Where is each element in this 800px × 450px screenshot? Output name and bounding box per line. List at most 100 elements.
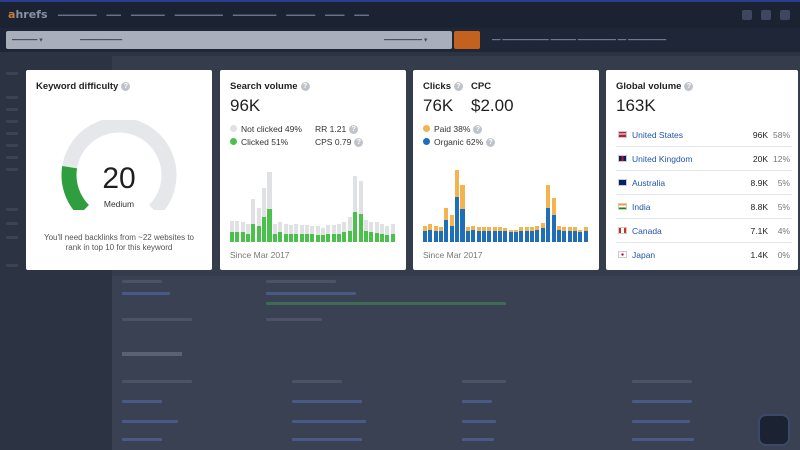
bg-url[interactable] bbox=[266, 302, 506, 305]
country-link[interactable]: Canada bbox=[632, 226, 662, 236]
chart-bar-paid bbox=[433, 225, 438, 232]
help-circle-icon[interactable]: ? bbox=[486, 138, 496, 147]
help-circle-icon[interactable]: ? bbox=[473, 125, 483, 134]
chart-bar-organic bbox=[572, 231, 577, 242]
chart-bar-organic bbox=[492, 231, 497, 242]
chart-bar-not-clicked bbox=[256, 207, 261, 226]
chat-support-button[interactable] bbox=[758, 414, 790, 446]
sidebar-item[interactable] bbox=[6, 222, 18, 225]
chart-bar-organic bbox=[556, 229, 561, 242]
help-circle-icon[interactable]: ? bbox=[454, 82, 463, 91]
country-row-australia: Australia 8.9K 5% bbox=[616, 171, 792, 195]
search-volume-title: Search volume? bbox=[230, 81, 310, 92]
country-volume: 8.8K bbox=[750, 202, 769, 212]
country-link[interactable]: India bbox=[632, 202, 651, 212]
bg-col-header bbox=[122, 380, 192, 383]
country-link[interactable]: United States bbox=[632, 130, 684, 140]
gauge-fill bbox=[61, 166, 90, 210]
sidebar-item[interactable] bbox=[6, 156, 18, 159]
sidebar-item[interactable] bbox=[6, 108, 18, 111]
bg-text bbox=[122, 318, 192, 321]
sidebar-item[interactable] bbox=[6, 208, 18, 211]
chart-bar-paid bbox=[562, 226, 567, 232]
chart-bar-clicked bbox=[374, 232, 379, 242]
search-mode-dropdown[interactable]: ━━━━━━ ▾ bbox=[12, 37, 43, 44]
bg-link[interactable] bbox=[292, 400, 362, 403]
help-circle-icon[interactable]: ? bbox=[121, 82, 131, 91]
bg-link[interactable] bbox=[122, 400, 162, 403]
sidebar-item[interactable] bbox=[6, 168, 18, 171]
sidebar-item[interactable] bbox=[6, 264, 18, 267]
clicks-title: Clicks? bbox=[423, 81, 463, 92]
bg-link[interactable] bbox=[292, 420, 366, 423]
bg-link[interactable] bbox=[462, 420, 496, 423]
chart-bar-not-clicked bbox=[337, 223, 342, 234]
chart-bar-organic bbox=[535, 229, 540, 242]
sidebar-item[interactable] bbox=[6, 144, 18, 147]
nav-item[interactable]: ━━━━━━ bbox=[286, 11, 316, 20]
country-share: 0% bbox=[777, 250, 790, 260]
legend-text: Not clicked 49% bbox=[241, 124, 302, 134]
flag-au-icon bbox=[618, 179, 627, 186]
nav-item[interactable]: ━━━━━━━ bbox=[130, 11, 165, 20]
bg-col-header bbox=[462, 380, 506, 383]
help-circle-icon[interactable]: ? bbox=[300, 82, 310, 91]
chart-bar-not-clicked bbox=[230, 220, 235, 233]
nav-item[interactable]: ━━━ bbox=[106, 11, 121, 20]
related-ideas-heading bbox=[122, 352, 182, 356]
nav-item[interactable]: ━━━━━━━━━ bbox=[232, 11, 277, 20]
help-icon[interactable] bbox=[761, 10, 771, 20]
chart-bar-organic bbox=[578, 232, 583, 242]
flag-in-icon bbox=[618, 203, 627, 210]
chart-bar-clicked bbox=[347, 230, 352, 242]
bg-text bbox=[266, 318, 322, 321]
keyword-search-input[interactable]: ━━━━━━ ▾ ━━━━━━━━━━ ━━━━━━━━━ ▾ bbox=[6, 31, 452, 49]
chart-bar-paid bbox=[465, 226, 470, 232]
sidebar-item[interactable] bbox=[6, 236, 18, 239]
help-circle-icon[interactable]: ? bbox=[354, 138, 364, 147]
keyword-difficulty-card: Keyword difficulty? 20 Medium You'll nee… bbox=[26, 70, 212, 270]
bg-link[interactable] bbox=[292, 438, 362, 441]
country-row-united-kingdom: United Kingdom 20K 12% bbox=[616, 147, 792, 171]
nav-item[interactable]: ━━━━━━━━━━ bbox=[174, 11, 223, 20]
rr-text: RR 1.21 bbox=[315, 124, 347, 134]
nav-item[interactable]: ━━━━ bbox=[325, 11, 345, 20]
bg-link[interactable] bbox=[632, 400, 692, 403]
chart-bar-clicked bbox=[256, 225, 261, 242]
country-link[interactable]: Australia bbox=[632, 178, 666, 188]
help-circle-icon[interactable]: ? bbox=[349, 125, 359, 134]
bg-link[interactable] bbox=[632, 438, 694, 441]
account-icon[interactable] bbox=[780, 10, 790, 20]
nav-item[interactable]: ━━━━━━━━ bbox=[58, 11, 97, 20]
bg-link[interactable] bbox=[122, 292, 170, 295]
search-submit-button[interactable] bbox=[454, 31, 480, 49]
help-circle-icon[interactable]: ? bbox=[684, 82, 694, 91]
sidebar-item[interactable] bbox=[6, 96, 18, 99]
bg-link[interactable] bbox=[122, 420, 178, 423]
country-link[interactable]: Japan bbox=[632, 250, 656, 260]
search-volume-chart bbox=[230, 160, 396, 242]
chart-bar-organic bbox=[540, 228, 545, 242]
chart-bar-organic bbox=[546, 207, 551, 242]
chart-bar-organic bbox=[583, 231, 588, 242]
chart-bar-paid bbox=[481, 226, 486, 232]
bg-link[interactable] bbox=[632, 420, 690, 423]
bg-link[interactable] bbox=[462, 438, 494, 441]
notifications-icon[interactable] bbox=[742, 10, 752, 20]
nav-item[interactable]: ━━━ bbox=[354, 11, 369, 20]
country-dropdown[interactable]: ━━━━━━━━━ ▾ bbox=[384, 37, 428, 44]
sidebar-item[interactable] bbox=[6, 120, 18, 123]
bg-link[interactable] bbox=[122, 438, 162, 441]
bg-link[interactable] bbox=[266, 292, 356, 295]
chart-bar-not-clicked bbox=[294, 223, 299, 234]
clicks-chart bbox=[423, 160, 589, 242]
sidebar-item[interactable] bbox=[6, 72, 18, 75]
top-navigation: ahrefs ━━━━━━━━ ━━━ ━━━━━━━ ━━━━━━━━━━ ━… bbox=[0, 0, 800, 28]
chart-bar-clicked bbox=[358, 214, 363, 242]
bg-link[interactable] bbox=[462, 400, 492, 403]
chart-bar-organic bbox=[508, 232, 513, 242]
ahrefs-logo[interactable]: ahrefs bbox=[8, 8, 48, 21]
country-link[interactable]: United Kingdom bbox=[632, 154, 693, 164]
chart-bar-clicked bbox=[304, 233, 310, 242]
sidebar-item[interactable] bbox=[6, 132, 18, 135]
